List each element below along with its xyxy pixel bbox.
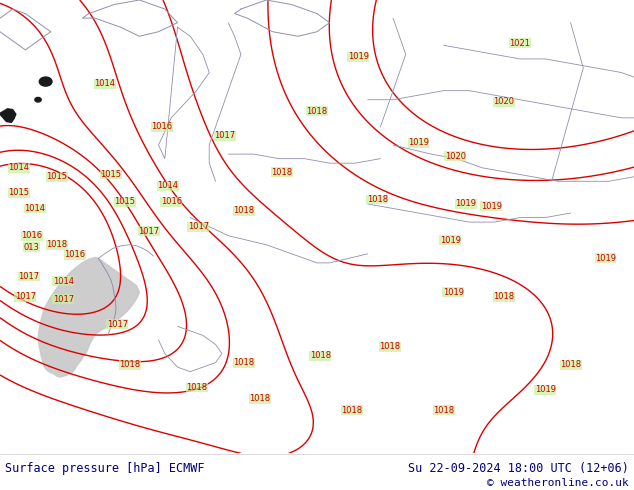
Text: 1014: 1014 xyxy=(94,79,115,88)
Text: 1018: 1018 xyxy=(366,195,388,204)
Text: 1018: 1018 xyxy=(271,168,293,177)
Text: 1019: 1019 xyxy=(455,199,477,208)
Text: 1016: 1016 xyxy=(151,122,172,131)
Circle shape xyxy=(35,98,41,102)
Text: 1015: 1015 xyxy=(46,172,68,181)
Text: 1017: 1017 xyxy=(214,131,236,141)
Polygon shape xyxy=(38,257,139,377)
Text: 1018: 1018 xyxy=(186,383,207,392)
Text: Surface pressure [hPa] ECMWF: Surface pressure [hPa] ECMWF xyxy=(5,463,205,475)
Text: 1016: 1016 xyxy=(160,197,182,206)
Text: 1018: 1018 xyxy=(341,406,363,415)
Text: 1015: 1015 xyxy=(8,188,30,197)
Text: 1018: 1018 xyxy=(233,206,255,215)
Text: 1019: 1019 xyxy=(439,236,461,245)
Text: 1015: 1015 xyxy=(114,197,136,206)
Text: 1018: 1018 xyxy=(309,351,331,360)
Text: 1019: 1019 xyxy=(534,385,556,394)
Text: 1017: 1017 xyxy=(138,227,160,236)
Text: © weatheronline.co.uk: © weatheronline.co.uk xyxy=(487,478,629,488)
Text: 1017: 1017 xyxy=(53,294,74,304)
Text: 1019: 1019 xyxy=(595,254,616,263)
Text: 1018: 1018 xyxy=(493,293,515,301)
Text: 1019: 1019 xyxy=(347,52,369,61)
Text: 013: 013 xyxy=(23,243,40,251)
Text: 1018: 1018 xyxy=(379,342,401,351)
Text: 1020: 1020 xyxy=(444,152,466,161)
Text: 1018: 1018 xyxy=(433,406,455,415)
Text: 1016: 1016 xyxy=(64,250,86,259)
Text: 1017: 1017 xyxy=(15,293,36,301)
Text: 1018: 1018 xyxy=(560,360,581,369)
Text: 1014: 1014 xyxy=(24,204,46,213)
Text: 1017: 1017 xyxy=(188,222,209,231)
Text: 1017: 1017 xyxy=(107,319,128,329)
Text: 1014: 1014 xyxy=(53,276,74,286)
Text: 1018: 1018 xyxy=(233,358,255,367)
Text: 1018: 1018 xyxy=(46,240,68,249)
Circle shape xyxy=(39,77,52,86)
Text: 1017: 1017 xyxy=(18,272,39,281)
Text: 1014: 1014 xyxy=(8,163,30,172)
Text: 1019: 1019 xyxy=(443,288,464,297)
Text: 1019: 1019 xyxy=(408,138,429,147)
Text: 1021: 1021 xyxy=(509,39,531,48)
Text: 1020: 1020 xyxy=(493,98,515,106)
Text: 1018: 1018 xyxy=(306,106,328,116)
Text: 1015: 1015 xyxy=(100,170,122,179)
Text: 1018: 1018 xyxy=(119,360,141,369)
Text: 1014: 1014 xyxy=(157,181,179,190)
Text: Su 22-09-2024 18:00 UTC (12+06): Su 22-09-2024 18:00 UTC (12+06) xyxy=(408,463,629,475)
Text: 1018: 1018 xyxy=(249,394,271,403)
Text: 1016: 1016 xyxy=(21,231,42,240)
Polygon shape xyxy=(0,109,16,122)
Text: 1019: 1019 xyxy=(481,202,502,211)
